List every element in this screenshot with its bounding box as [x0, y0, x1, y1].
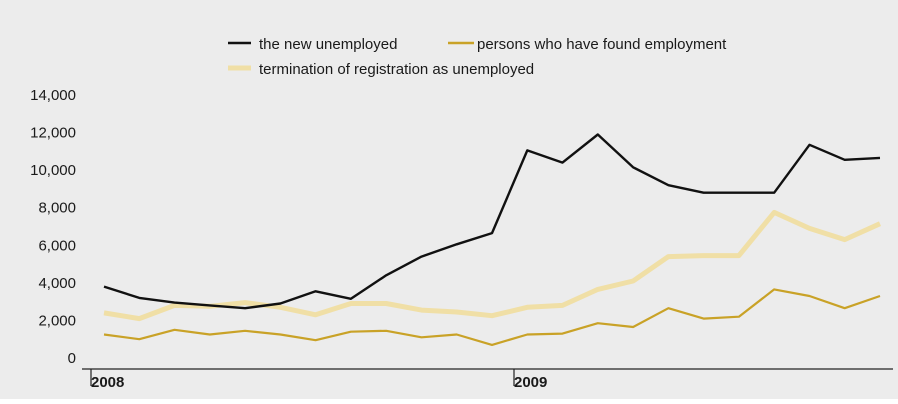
- y-tick-label: 4,000: [38, 275, 76, 292]
- legend-label: the new unemployed: [259, 36, 397, 53]
- series-line-1: [103, 288, 881, 346]
- y-tick-label: 8,000: [38, 200, 76, 217]
- series-lines: [103, 133, 882, 346]
- y-tick-label: 2,000: [38, 312, 76, 329]
- year-label: 2009: [514, 374, 547, 391]
- y-tick-label: 6,000: [38, 237, 76, 254]
- series-line-2: [103, 209, 882, 322]
- y-tick-label: 14,000: [30, 87, 76, 104]
- legend-label: termination of registration as unemploye…: [259, 61, 534, 78]
- legend: the new unemployed persons who have found…: [228, 36, 727, 78]
- y-tick-label: 12,000: [30, 125, 76, 142]
- y-tick-label: 10,000: [30, 162, 76, 179]
- y-axis-ticks: 0 2,000 4,000 6,000 8,000 10,000 12,000 14,000: [30, 87, 76, 367]
- legend-label: persons who have found employment: [477, 36, 727, 53]
- y-tick-label: 0: [68, 350, 76, 367]
- x-axis-year-labels: 2008 2009: [90, 369, 547, 391]
- year-label: 2008: [91, 374, 124, 391]
- series-line-0: [103, 133, 881, 310]
